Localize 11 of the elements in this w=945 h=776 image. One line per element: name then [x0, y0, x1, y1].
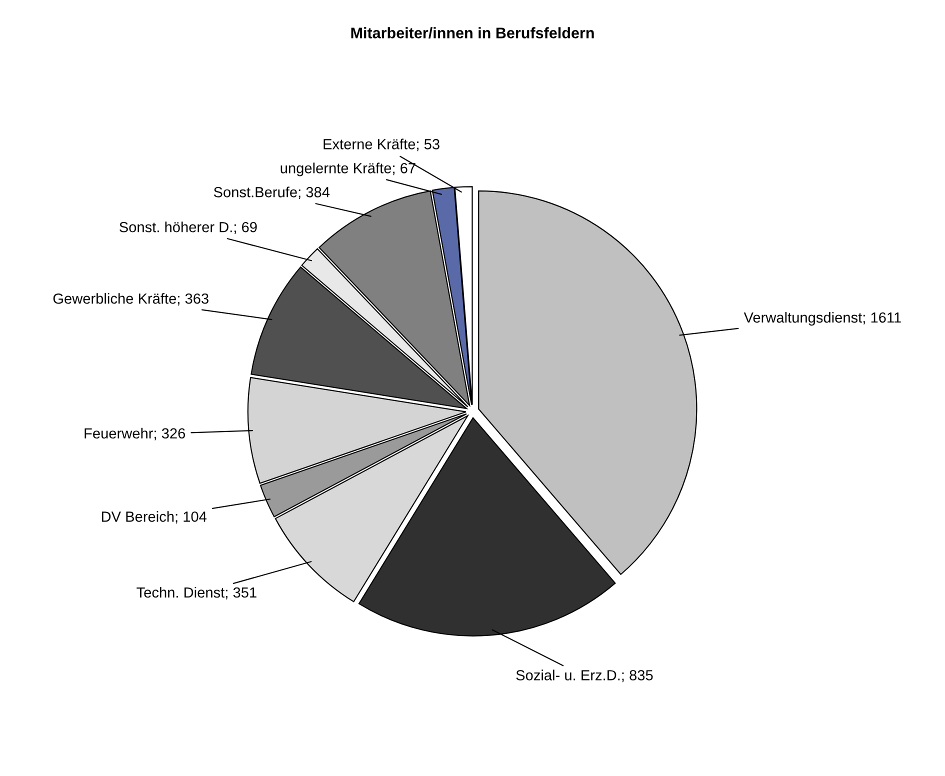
slice-label: Externe Kräfte; 53	[324, 138, 440, 152]
slice-label: ungelernte Kräfte; 67	[280, 162, 416, 176]
slice-label: Techn. Dienst; 351	[136, 586, 256, 600]
slice-label: Sonst.Berufe; 384	[214, 186, 330, 200]
slice-label: DV Bereich; 104	[102, 511, 207, 524]
slice-label: Gewerbliche Kräfte; 363	[53, 293, 208, 306]
slice-label: Verwaltungsdienst; 1611	[744, 312, 901, 326]
slice-label: Feuerwehr; 326	[84, 428, 186, 440]
slice-label: Sonst. höherer D.; 69	[120, 222, 257, 234]
slice-label: Sozial- u. Erz.D.; 835	[516, 670, 653, 682]
chart-title: Mitarbeiter/innen in Berufsfeldern	[351, 27, 594, 39]
